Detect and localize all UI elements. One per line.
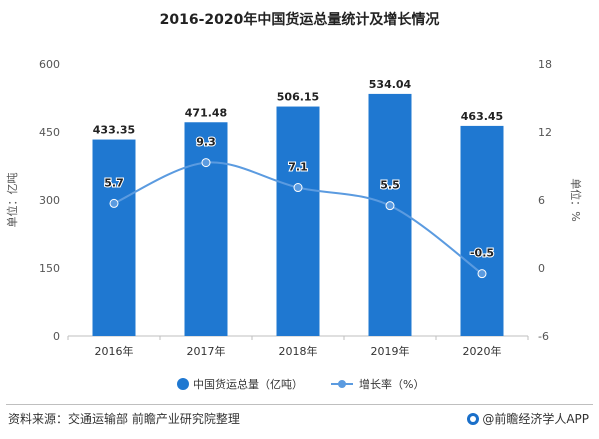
x-tick-label: 2018年 <box>279 344 318 358</box>
legend-bar-marker <box>177 378 189 390</box>
line-data-label: 7.1 <box>288 161 308 174</box>
x-tick-label: 2016年 <box>95 344 134 358</box>
y-tick-label: 300 <box>39 194 60 207</box>
bar-data-label: 433.35 <box>93 124 135 137</box>
bar <box>184 122 228 337</box>
bar <box>460 125 504 336</box>
bar <box>92 139 136 336</box>
line-point <box>201 158 211 168</box>
bar <box>368 93 412 337</box>
legend-line-label: 增长率（%） <box>359 377 424 391</box>
x-tick-label: 2019年 <box>371 344 410 358</box>
line-series: 5.7 9.3 7.1 5.5 -0.5 <box>103 135 495 279</box>
line-data-label: 5.5 <box>380 179 400 192</box>
y-tick-label: 450 <box>39 126 60 139</box>
line-data-label: 5.7 <box>104 176 124 189</box>
line-data-label: 9.3 <box>196 136 216 149</box>
line-point <box>109 198 119 208</box>
y2-tick-label: 6 <box>538 194 545 207</box>
line-point <box>477 269 487 279</box>
y2-tick-label: 12 <box>538 126 552 139</box>
y-tick-label: 600 <box>39 58 60 71</box>
chart-canvas: 2016-2020年中国货运总量统计及增长情况 0150300450600-60… <box>5 11 583 391</box>
axes: 0 150 300 450 600 -6 0 6 12 18 2016年 2017年 2018年 2019… <box>5 58 583 358</box>
bar-series: 433.35 471.48 506.15 534.04 463.45 <box>92 78 504 337</box>
x-tick-label: 2020年 <box>463 344 502 358</box>
y-tick-label: 150 <box>39 262 60 275</box>
brand-label: @前瞻经济学人APP <box>482 412 589 426</box>
bar-data-label: 463.45 <box>461 110 503 123</box>
x-tick-label: 2017年 <box>187 344 226 358</box>
y2-tick-label: -6 <box>538 330 549 343</box>
chart-title: 2016-2020年中国货运总量统计及增长情况 <box>160 11 440 28</box>
bar-data-label: 534.04 <box>369 78 412 91</box>
footer-divider <box>6 404 593 405</box>
brand-logo-icon <box>467 412 480 425</box>
bar <box>276 106 320 336</box>
legend: 中国货运总量（亿吨） 增长率（%） <box>177 377 424 391</box>
brand-attribution: @前瞻经济学人APP <box>467 410 589 427</box>
y-axis-label: 单位：亿吨 <box>5 173 19 228</box>
line-data-label: -0.5 <box>470 247 494 260</box>
legend-bar-label: 中国货运总量（亿吨） <box>193 377 303 391</box>
y-tick-label: 0 <box>53 330 60 343</box>
bar-data-label: 506.15 <box>277 91 319 104</box>
y2-axis-label: 单位：% <box>569 178 583 221</box>
source-note: 资料来源：交通运输部 前瞻产业研究院整理 <box>8 412 240 426</box>
bar-data-label: 471.48 <box>185 106 227 119</box>
line-point <box>385 201 395 211</box>
y2-tick-label: 18 <box>538 58 552 71</box>
y2-tick-label: 0 <box>538 262 545 275</box>
legend-line-dot <box>338 380 346 388</box>
line-point <box>293 183 303 193</box>
